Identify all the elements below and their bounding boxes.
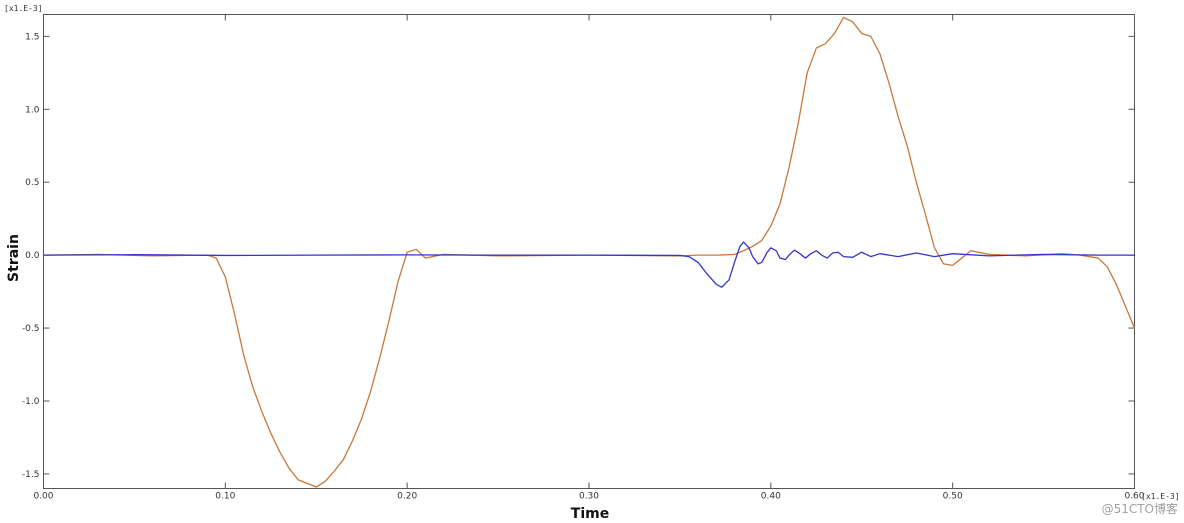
x-tick-label-1: 0.10 (215, 492, 235, 502)
x-tick-label-5: 0.50 (943, 492, 963, 502)
y-tick-label-2: -0.5 (22, 324, 40, 334)
axis-ticks: 0.00 0.10 0.20 0.30 0.40 0.50 0.60 -1.5 -1.0 -0.5… (22, 14, 1145, 502)
watermark-text: @51CTO博客 (1102, 501, 1178, 516)
x-tick-label-3: 0.30 (579, 492, 599, 502)
x-tick-label-6: 0.60 (1124, 492, 1144, 502)
y-tick-label-3: 0.0 (25, 251, 40, 261)
x-axis-title: Time (571, 506, 609, 522)
y-tick-label-0: -1.5 (22, 470, 40, 480)
y-tick-label-1: -1.0 (22, 397, 40, 407)
y-tick-label-5: 1.0 (25, 105, 40, 115)
series-line-0 (42, 16, 1136, 488)
y-tick-label-4: 0.5 (25, 178, 39, 188)
x-multiplier-label: [x1.E-3] (1141, 492, 1180, 501)
x-tick-label-2: 0.20 (397, 492, 417, 502)
x-tick-label-4: 0.40 (761, 492, 781, 502)
y-axis-title: Strain (6, 234, 22, 282)
series-lines (42, 16, 1136, 488)
y-multiplier-label: [x1.E-3] (4, 4, 43, 13)
series-line-1 (42, 241, 1136, 288)
x-tick-label-0: 0.00 (33, 492, 53, 502)
y-tick-label-6: 1.5 (25, 32, 39, 42)
